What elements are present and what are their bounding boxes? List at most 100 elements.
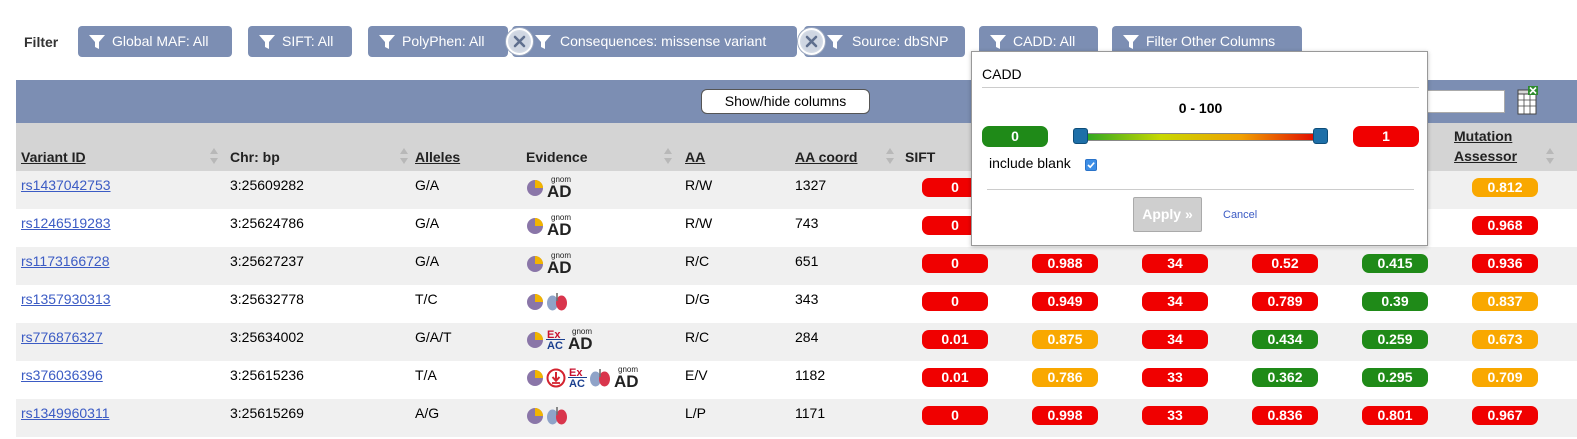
filter-bar: Filter Global MAF: All SIFT: All PolyPhen:…: [0, 0, 1577, 80]
score-badge: 0.786: [1032, 368, 1098, 387]
filter-pill-3[interactable]: Consequences: missense variant: [506, 26, 797, 57]
pie-icon: [527, 370, 543, 386]
chr-bp-cell: 3:25615236: [230, 367, 304, 383]
score-badge: 0.789: [1252, 292, 1318, 311]
variant-id-link[interactable]: rs1173166728: [21, 253, 110, 269]
filter-pill-4[interactable]: Source: dbSNP: [798, 26, 965, 57]
variant-id-link[interactable]: rs776876327: [21, 329, 103, 345]
filter-pill-2[interactable]: PolyPhen: All: [368, 26, 508, 57]
variant-id-link[interactable]: rs376036396: [21, 367, 103, 383]
remove-filter-icon[interactable]: [506, 28, 533, 55]
pie-icon: [527, 408, 543, 424]
score-badge: 34: [1142, 330, 1208, 349]
chr-bp-cell: 3:25627237: [230, 253, 304, 269]
evidence-cell: gnom AD: [526, 251, 572, 277]
evidence-cell: Ex AC gnom AD: [526, 365, 639, 391]
score-badge: 0.01: [922, 368, 988, 387]
include-blank-checkbox[interactable]: [1085, 159, 1097, 171]
col-chr-bp[interactable]: Chr: bp: [230, 149, 280, 165]
funnel-icon: [379, 35, 395, 49]
filter-pill-0[interactable]: Global MAF: All: [78, 26, 232, 57]
divider: [982, 87, 1419, 88]
funnel-icon: [827, 35, 843, 49]
sort-arrows-icon[interactable]: [399, 147, 409, 165]
alleles-cell: G/A: [415, 215, 440, 231]
filter-pill-label: Consequences: missense variant: [560, 33, 767, 49]
pie-icon: [527, 294, 543, 310]
gnomad-icon: gnom AD: [568, 327, 593, 353]
cadd-slider-min-handle[interactable]: [1073, 128, 1088, 144]
score-badge: 0.936: [1472, 254, 1538, 273]
aa-cell: E/V: [685, 367, 708, 383]
cadd-popup-title: CADD: [982, 66, 1022, 82]
sort-arrows-icon[interactable]: [1545, 147, 1555, 165]
cadd-slider-max-handle[interactable]: [1313, 128, 1328, 144]
aa-cell: R/C: [685, 253, 710, 269]
score-badge: 0.01: [922, 330, 988, 349]
filter-pill-label: SIFT: All: [282, 33, 334, 49]
score-badge: 0.39: [1362, 292, 1428, 311]
aa-cell: R/C: [685, 329, 710, 345]
sort-arrows-icon[interactable]: [663, 147, 673, 165]
score-badge: 0.259: [1362, 330, 1428, 349]
score-badge: 0.967: [1472, 406, 1538, 425]
gnomad-icon: gnom AD: [614, 365, 639, 391]
col-variant-id[interactable]: Variant ID: [21, 149, 86, 165]
exac-icon: Ex AC: [568, 367, 587, 390]
cancel-link[interactable]: Cancel: [1223, 209, 1258, 221]
aa-coord-cell: 343: [795, 291, 819, 307]
table-row: rs1246519283 3:25624786 G/A gnom AD R/W 743 0 0.…: [16, 209, 1577, 247]
cadd-max-value[interactable]: 1: [1353, 126, 1419, 147]
evidence-cell: [526, 289, 568, 315]
show-hide-columns-button[interactable]: Show/hide columns: [701, 89, 870, 114]
col-sift[interactable]: SIFT: [905, 149, 936, 165]
variant-id-link[interactable]: rs1357930313: [21, 291, 111, 307]
gnomad-icon: gnom AD: [547, 213, 572, 239]
table-row: rs1173166728 3:25627237 G/A gnom AD R/C 651 0 0.…: [16, 247, 1577, 285]
chr-bp-cell: 3:25624786: [230, 215, 304, 231]
cadd-range-slider[interactable]: [1080, 133, 1322, 141]
aa-cell: R/W: [685, 215, 713, 231]
col-evidence[interactable]: Evidence: [526, 149, 588, 165]
col-mutation-assessor-line1[interactable]: Mutation: [1454, 128, 1513, 144]
cited-icon: [546, 368, 566, 388]
variant-id-link[interactable]: rs1349960311: [21, 405, 110, 421]
table-search-input[interactable]: [1425, 90, 1505, 113]
aa-coord-cell: 1171: [795, 405, 826, 421]
filter-label: Filter: [24, 34, 59, 50]
filter-pill-1[interactable]: SIFT: All: [248, 26, 352, 57]
score-badge: 34: [1142, 254, 1208, 273]
table-row: rs776876327 3:25634002 G/A/T Ex AC gnom AD R/C 2…: [16, 323, 1577, 361]
variant-id-link[interactable]: rs1246519283: [21, 215, 111, 231]
remove-filter-icon[interactable]: [798, 28, 825, 55]
score-badge: 0.362: [1252, 368, 1318, 387]
score-badge: 0.998: [1032, 406, 1098, 425]
variant-id-link[interactable]: rs1437042753: [21, 177, 111, 193]
aa-coord-cell: 1327: [795, 177, 827, 193]
apply-button[interactable]: Apply »: [1133, 197, 1202, 232]
alleles-cell: G/A: [415, 177, 440, 193]
col-aa-coord[interactable]: AA coord: [795, 149, 858, 165]
score-badge: 0.812: [1472, 178, 1538, 197]
export-excel-icon[interactable]: [1516, 86, 1540, 116]
col-alleles[interactable]: Alleles: [415, 149, 461, 165]
sort-arrows-icon[interactable]: [209, 147, 219, 165]
score-badge: 0.434: [1252, 330, 1318, 349]
col-aa[interactable]: AA: [685, 149, 706, 165]
table-row: rs1349960311 3:25615269 A/G L/P 1171 0 0.998 33…: [16, 399, 1577, 437]
table-row: rs376036396 3:25615236 T/A Ex AC gnom AD E/V 118…: [16, 361, 1577, 399]
sort-arrows-icon[interactable]: [885, 147, 895, 165]
funnel-icon: [990, 35, 1006, 49]
cadd-filter-popup: CADD 0 - 100 0 1 include blank Apply » C…: [971, 51, 1428, 246]
filter-pill-label: Global MAF: All: [112, 33, 209, 49]
cadd-min-value[interactable]: 0: [982, 126, 1048, 147]
include-blank-label: include blank: [989, 155, 1071, 171]
col-mutation-assessor-line2[interactable]: Assessor: [1454, 148, 1518, 164]
pie-icon: [527, 332, 543, 348]
filter-pill-label: Filter Other Columns: [1146, 33, 1276, 49]
funnel-icon: [535, 35, 551, 49]
variant-id-cell: rs1437042753: [21, 177, 111, 193]
variant-id-cell: rs1246519283: [21, 215, 111, 231]
aa-cell: L/P: [685, 405, 707, 421]
score-badge: 0.801: [1362, 406, 1428, 425]
